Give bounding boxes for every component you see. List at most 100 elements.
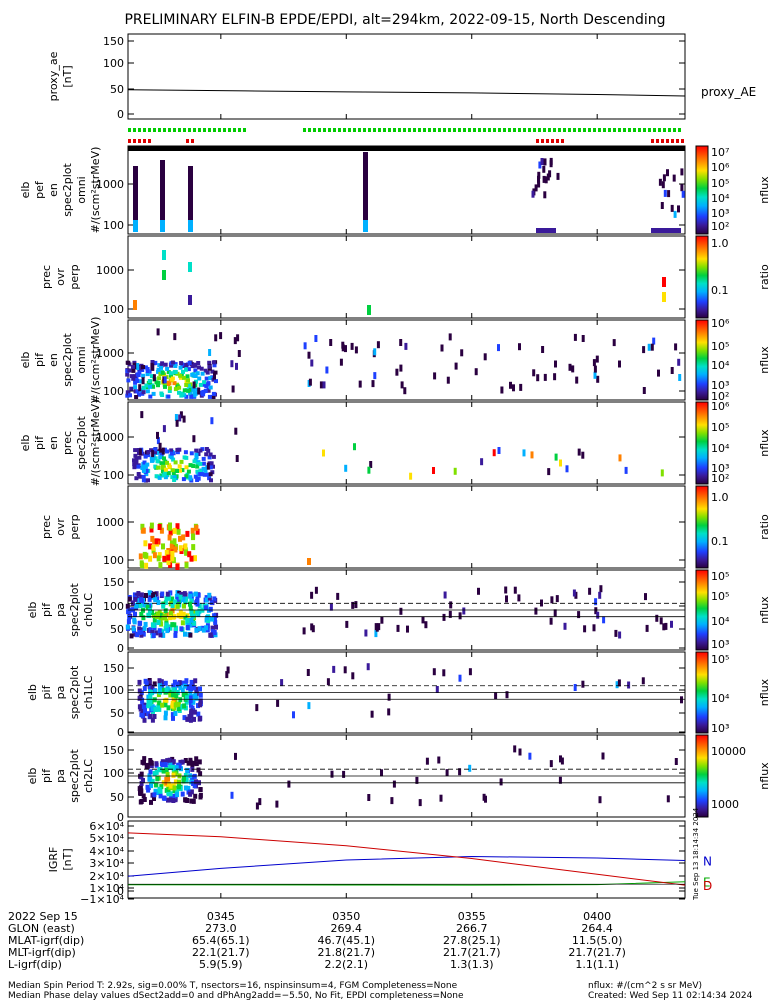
spectrogram-cell [141, 631, 146, 637]
spectrogram-cell [153, 707, 158, 712]
spectrogram-cell [193, 693, 198, 699]
spectrogram-cell [166, 797, 170, 803]
ytick-label: 100 [103, 57, 124, 70]
spectrogram-cell [667, 190, 671, 198]
ytick-label: 1000 [96, 516, 124, 529]
spectrogram-cell [142, 717, 147, 723]
spectrogram-cell [184, 699, 189, 705]
spectrogram-cell [618, 454, 622, 462]
ylabel-line: perp [68, 514, 81, 539]
spectrogram-cell [322, 381, 326, 389]
spectrogram-cell [140, 466, 145, 471]
spectrogram-cell [159, 473, 164, 478]
spectrogram-cell [196, 452, 201, 456]
spectrogram-cell [170, 360, 175, 365]
spectrogram-cell [137, 630, 142, 635]
spectrogram-cell [159, 391, 164, 396]
spectrogram-cell [189, 609, 194, 614]
spectrogram-cell [133, 374, 137, 379]
quality-good-mark [608, 128, 611, 132]
spectrogram-cell [182, 683, 187, 689]
spectrogram-cell [344, 464, 348, 472]
spectrogram-cell [159, 679, 164, 685]
spectrogram-cell [139, 597, 144, 603]
spectrogram-cell [126, 619, 131, 625]
spectrogram-cell [211, 360, 216, 365]
spectrogram-cell [593, 371, 597, 379]
spectrogram-cell [213, 620, 218, 625]
spectrogram-cell [191, 544, 196, 551]
spectrogram-cell [182, 603, 186, 609]
ytick-label: 2×10⁴ [89, 870, 124, 883]
spectrogram-cell [197, 608, 202, 614]
spectrogram-cell [571, 365, 575, 373]
spectrogram-cell [670, 620, 673, 628]
spectrogram-cell [645, 624, 649, 632]
quality-good-mark [533, 128, 536, 132]
spectrogram-cell [193, 474, 198, 479]
quality-good-mark [623, 128, 626, 132]
spectrogram-cell [662, 623, 666, 631]
spectrogram-cell [126, 360, 131, 365]
colorbar-label: nflux [758, 346, 771, 374]
spectrogram-cell [178, 594, 183, 600]
spectrogram-cell [181, 680, 186, 686]
spectrogram-cell [160, 160, 165, 222]
quality-bad-mark [128, 139, 131, 143]
ylabel-line: [nT] [61, 848, 74, 870]
ytick-label: 4×10⁴ [89, 845, 124, 858]
spectrogram-cell [458, 768, 462, 776]
spectrogram-cell [145, 369, 150, 373]
spectrogram-cell [183, 367, 188, 372]
spectrogram-cell [168, 797, 173, 803]
quality-bad-mark [561, 139, 564, 143]
spectrogram-cell [156, 620, 161, 625]
spectrogram-cell [175, 792, 180, 798]
ytick-label: 50 [110, 791, 124, 804]
spectrogram-cell [197, 365, 201, 370]
spectrogram-cell [542, 175, 546, 183]
colorbar-tick-label: 10² [711, 390, 729, 403]
spectrogram-cell [177, 385, 182, 390]
spectrogram-cell [144, 562, 149, 569]
spectrogram-cell [210, 417, 214, 425]
spectrogram-cell [454, 362, 458, 370]
spectrogram-cell [185, 767, 190, 773]
spectrogram-cell [166, 554, 171, 561]
spectrogram-cell [225, 671, 229, 679]
spectrogram-cell [169, 363, 174, 368]
spectrogram-cell [155, 776, 160, 782]
spectrogram-cell [166, 394, 171, 399]
ytick-label: 50 [110, 83, 124, 96]
quality-good-mark [338, 128, 341, 132]
spectrogram-cell [181, 477, 186, 482]
spectrogram-cell [519, 383, 523, 391]
spectrogram-cell [197, 759, 202, 765]
spectrogram-cell [581, 680, 585, 688]
quality-good-mark [193, 128, 196, 132]
spectrogram-cell [258, 798, 262, 806]
spectrogram-cell [549, 760, 553, 768]
spectrogram-cell [141, 615, 146, 621]
spectrogram-cell [144, 468, 149, 473]
spectrogram-cell [148, 384, 153, 389]
quality-good-mark [543, 128, 546, 132]
spectrogram-cell [599, 585, 603, 593]
colorbar-label: nflux [758, 596, 771, 624]
spectrogram-cell [157, 767, 162, 772]
quality-good-mark [508, 128, 511, 132]
spectrogram-cell [165, 449, 169, 454]
spectrogram-cell [208, 385, 213, 390]
spectrogram-cell [147, 590, 152, 596]
spectrogram-cell [126, 378, 131, 383]
panel-frame-pif_prec_ovr_perp [127, 485, 686, 569]
spectrogram-cell [185, 716, 190, 722]
spectrogram-cell [387, 693, 391, 701]
quality-good-mark [558, 128, 561, 132]
quality-good-mark [318, 128, 321, 132]
quality-good-mark [428, 128, 431, 132]
spectrogram-cell [183, 691, 188, 697]
quality-bad-mark [541, 139, 544, 143]
spectrogram-cell [204, 452, 209, 457]
spectrogram-cell [167, 595, 171, 601]
